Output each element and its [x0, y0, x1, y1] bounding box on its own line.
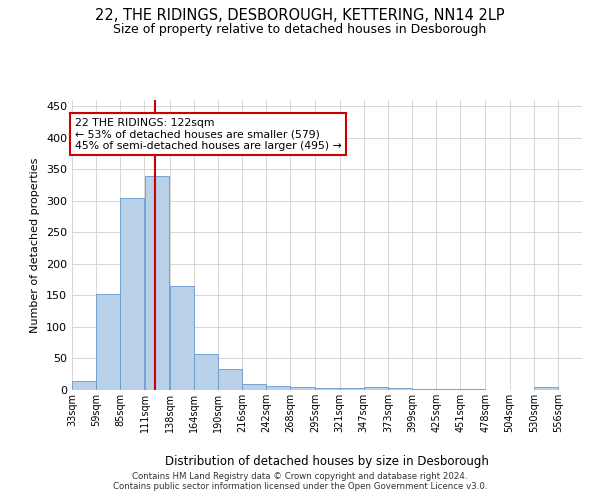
Bar [96, 294, 120, 390]
Bar [340, 388, 364, 390]
Text: Distribution of detached houses by size in Desborough: Distribution of detached houses by size … [165, 454, 489, 468]
Bar [242, 384, 266, 390]
Bar [72, 380, 96, 390]
Text: 22, THE RIDINGS, DESBOROUGH, KETTERING, NN14 2LP: 22, THE RIDINGS, DESBOROUGH, KETTERING, … [95, 8, 505, 22]
Text: Contains HM Land Registry data © Crown copyright and database right 2024.
Contai: Contains HM Land Registry data © Crown c… [113, 472, 487, 491]
Bar [412, 388, 436, 390]
Bar [170, 286, 194, 390]
Bar [388, 388, 412, 390]
Bar [194, 354, 218, 390]
Text: 22 THE RIDINGS: 122sqm
← 53% of detached houses are smaller (579)
45% of semi-de: 22 THE RIDINGS: 122sqm ← 53% of detached… [75, 118, 341, 151]
Bar [316, 388, 340, 390]
Y-axis label: Number of detached properties: Number of detached properties [31, 158, 40, 332]
Bar [290, 388, 315, 390]
Bar [218, 368, 242, 390]
Bar [266, 386, 290, 390]
Bar [364, 387, 388, 390]
Bar [145, 176, 169, 390]
Bar [121, 198, 145, 390]
Text: Size of property relative to detached houses in Desborough: Size of property relative to detached ho… [113, 22, 487, 36]
Bar [534, 387, 558, 390]
